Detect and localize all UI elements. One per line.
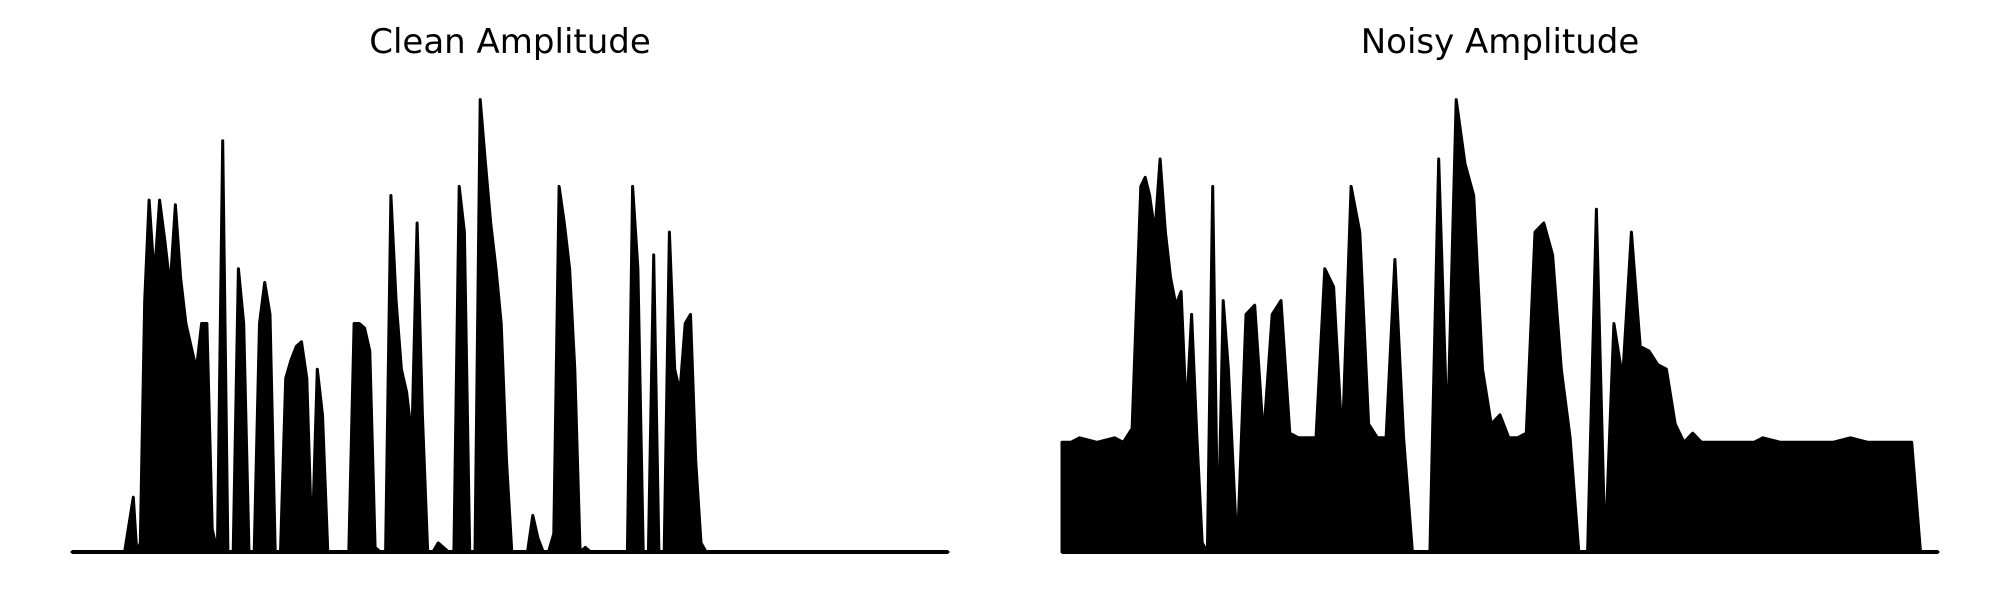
amplitude-area xyxy=(1060,98,1940,554)
chart-clean-amplitude xyxy=(70,98,950,554)
chart-noisy-amplitude xyxy=(1060,98,1940,554)
amplitude-area xyxy=(70,98,950,554)
chart-title-clean: Clean Amplitude xyxy=(369,22,651,62)
chart-title-noisy: Noisy Amplitude xyxy=(1360,22,1640,62)
